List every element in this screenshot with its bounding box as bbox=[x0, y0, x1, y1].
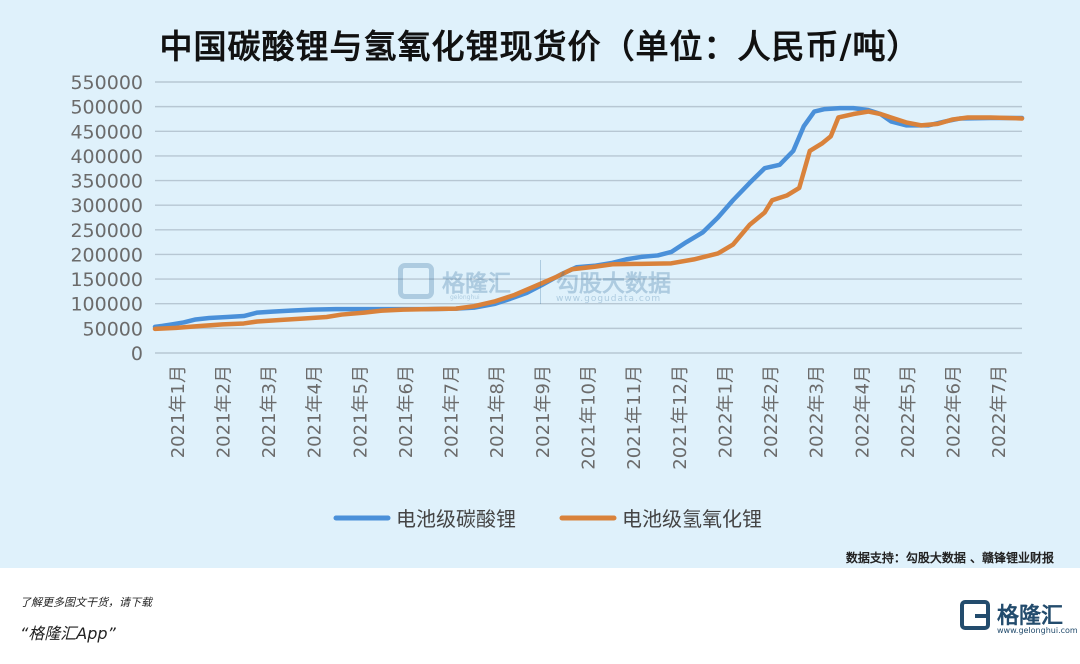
x-tick-label: 2022年3月 bbox=[807, 365, 828, 458]
y-tick-label: 250000 bbox=[70, 220, 143, 242]
brand-url: www.gelonghui.com bbox=[997, 626, 1078, 635]
x-tick-label: 2022年2月 bbox=[761, 365, 782, 458]
y-tick-label: 200000 bbox=[70, 244, 143, 266]
chart-title: 中国碳酸锂与氢氧化锂现货价（单位：人民币/吨） bbox=[159, 27, 921, 66]
legend-label: 电池级氢氧化锂 bbox=[622, 507, 762, 531]
watermark-brand: 格隆汇 bbox=[442, 271, 511, 297]
x-tick-label: 2021年9月 bbox=[533, 365, 554, 458]
watermark-url: www.gogudata.com bbox=[556, 294, 662, 304]
watermark-data-text: 勾股大数据 bbox=[556, 271, 671, 297]
y-tick-label: 550000 bbox=[70, 72, 143, 94]
x-tick-label: 2021年6月 bbox=[396, 365, 417, 458]
source-note: 数据支持：勾股大数据 、赣锋锂业财报 bbox=[845, 551, 1054, 565]
x-tick-label: 2022年5月 bbox=[898, 365, 919, 458]
y-tick-label: 50000 bbox=[83, 318, 143, 340]
x-tick-label: 2021年5月 bbox=[350, 365, 371, 458]
chart-panel: 中国碳酸锂与氢氧化锂现货价（单位：人民币/吨） 0 50000 100000 1500… bbox=[0, 0, 1080, 568]
x-tick-label: 2021年3月 bbox=[259, 365, 280, 458]
brand-logo: 格隆汇 www.gelonghui.com bbox=[960, 598, 1078, 644]
promo-line: 了解更多图文干货，请下载 bbox=[20, 596, 152, 609]
x-tick-label: 2021年12月 bbox=[670, 365, 691, 470]
series-line-lithium-hydroxide bbox=[152, 109, 1025, 332]
y-tick-label: 100000 bbox=[70, 294, 143, 316]
brand-name: 格隆汇 bbox=[997, 604, 1064, 629]
y-tick-label: 500000 bbox=[70, 97, 143, 119]
x-tick-label: 2021年7月 bbox=[442, 365, 463, 458]
x-tick-label: 2021年2月 bbox=[213, 365, 234, 458]
footer: 了解更多图文干货，请下载 “格隆汇App” 格隆汇 www.gelonghui.… bbox=[0, 568, 1080, 664]
brand-icon bbox=[960, 600, 990, 630]
y-tick-label: 350000 bbox=[70, 171, 143, 193]
watermark-divider bbox=[540, 260, 541, 304]
x-tick-label: 2022年6月 bbox=[944, 365, 965, 458]
y-tick-label: 0 bbox=[131, 343, 143, 365]
legend-label: 电池级碳酸锂 bbox=[396, 507, 516, 531]
y-tick-label: 400000 bbox=[70, 146, 143, 168]
x-tick-label: 2021年11月 bbox=[624, 365, 645, 470]
series-line-lithium-carbonate bbox=[152, 105, 1025, 330]
x-tick-label: 2022年7月 bbox=[989, 365, 1010, 458]
x-tick-label: 2021年10月 bbox=[579, 365, 600, 470]
y-tick-label: 300000 bbox=[70, 195, 143, 217]
watermark-brand-small: gelonghui bbox=[450, 294, 480, 301]
x-tick-label: 2021年4月 bbox=[305, 365, 326, 458]
watermark-logo-icon bbox=[398, 263, 434, 299]
y-tick-label: 150000 bbox=[70, 269, 143, 291]
x-tick-label: 2022年4月 bbox=[852, 365, 873, 458]
y-tick-label: 450000 bbox=[70, 121, 143, 143]
watermark: 格隆汇 gelonghui 勾股大数据 www.gogudata.com bbox=[398, 260, 708, 312]
x-tick-label: 2021年1月 bbox=[168, 365, 189, 458]
x-tick-label: 2021年8月 bbox=[487, 365, 508, 458]
x-tick-label: 2022年1月 bbox=[715, 365, 736, 458]
app-line: “格隆汇App” bbox=[20, 624, 116, 643]
